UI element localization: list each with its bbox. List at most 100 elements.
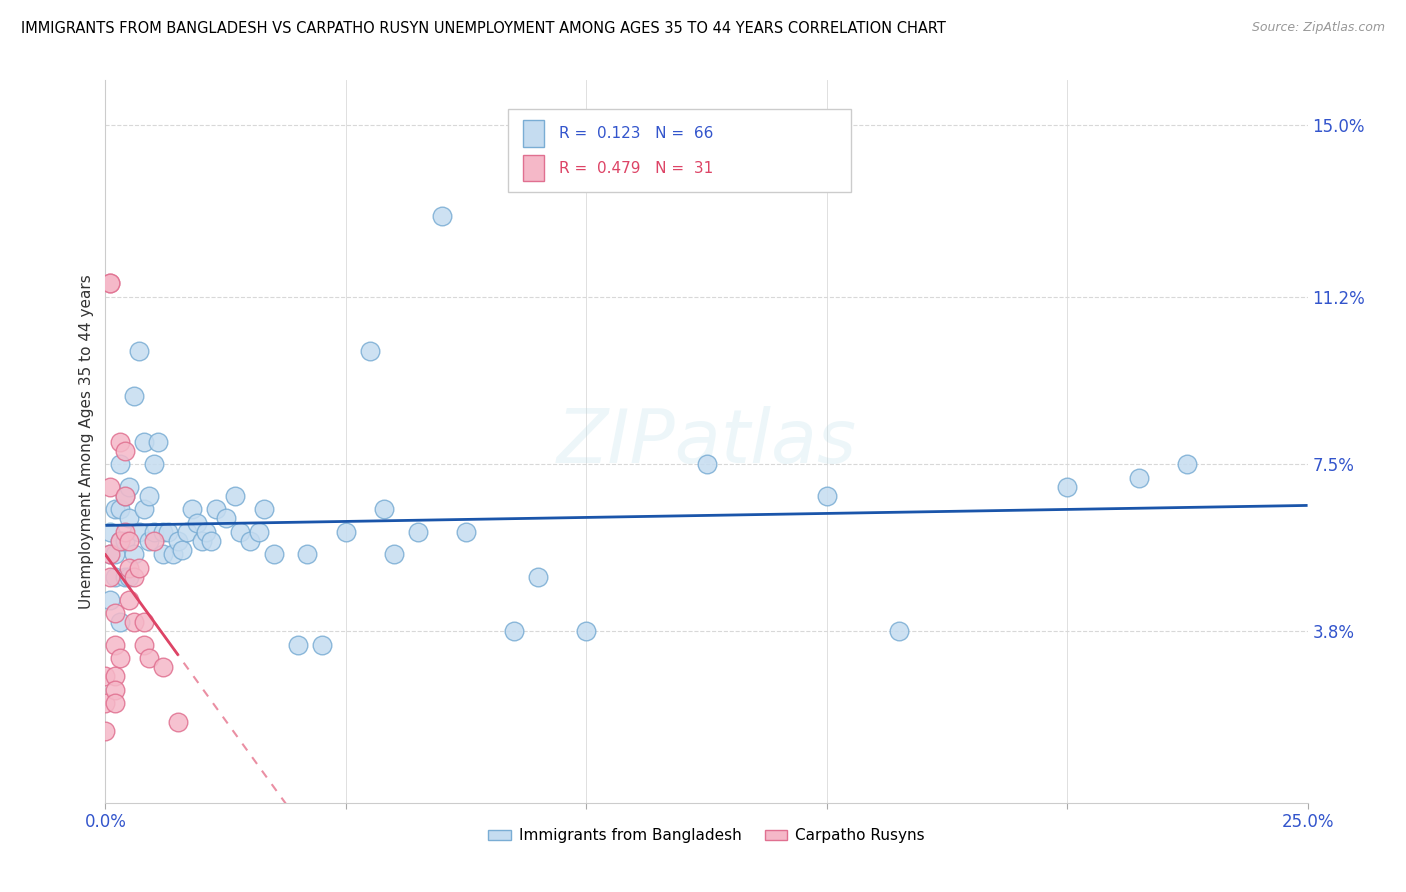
Point — [887, 624, 910, 639]
Point — [104, 548, 127, 562]
Point — [128, 344, 150, 359]
Point — [142, 457, 165, 471]
Point — [190, 533, 212, 548]
Text: IMMIGRANTS FROM BANGLADESH VS CARPATHO RUSYN UNEMPLOYMENT AMONG AGES 35 TO 44 YE: IMMIGRANTS FROM BANGLADESH VS CARPATHO R… — [21, 21, 946, 36]
Point — [527, 570, 550, 584]
Y-axis label: Unemployment Among Ages 35 to 44 years: Unemployment Among Ages 35 to 44 years — [79, 274, 94, 609]
Point — [98, 524, 121, 539]
Point — [124, 548, 146, 562]
Point — [297, 548, 319, 562]
Point — [118, 561, 141, 575]
Point — [118, 533, 141, 548]
Point — [200, 533, 222, 548]
Point — [152, 548, 174, 562]
FancyBboxPatch shape — [523, 120, 544, 146]
Point — [124, 389, 146, 403]
Point — [98, 277, 121, 291]
Point — [98, 277, 121, 291]
Text: R =  0.123   N =  66: R = 0.123 N = 66 — [558, 126, 713, 141]
Point — [124, 615, 146, 630]
Point — [335, 524, 357, 539]
Point — [148, 434, 170, 449]
Point — [373, 502, 395, 516]
Point — [263, 548, 285, 562]
Point — [815, 489, 838, 503]
Point — [104, 682, 127, 697]
Point — [239, 533, 262, 548]
Point — [311, 638, 333, 652]
Point — [108, 533, 131, 548]
Point — [98, 480, 121, 494]
Text: Source: ZipAtlas.com: Source: ZipAtlas.com — [1251, 21, 1385, 34]
Point — [104, 606, 127, 620]
Point — [287, 638, 309, 652]
Point — [696, 457, 718, 471]
Point — [229, 524, 252, 539]
Point — [94, 669, 117, 683]
Point — [1128, 471, 1150, 485]
Point — [98, 592, 121, 607]
Point — [128, 524, 150, 539]
Point — [382, 548, 405, 562]
Point — [152, 660, 174, 674]
Point — [114, 489, 136, 503]
Point — [114, 443, 136, 458]
Point — [104, 669, 127, 683]
Point — [172, 542, 194, 557]
Point — [132, 502, 155, 516]
Point — [114, 570, 136, 584]
Point — [114, 524, 136, 539]
Point — [104, 697, 127, 711]
Point — [186, 516, 208, 530]
Point — [166, 714, 188, 729]
Point — [1177, 457, 1199, 471]
Point — [124, 570, 146, 584]
Point — [132, 434, 155, 449]
Text: R =  0.479   N =  31: R = 0.479 N = 31 — [558, 161, 713, 176]
Point — [176, 524, 198, 539]
Point — [503, 624, 526, 639]
FancyBboxPatch shape — [523, 155, 544, 181]
Point — [359, 344, 381, 359]
Point — [98, 570, 121, 584]
Point — [152, 524, 174, 539]
Point — [1056, 480, 1078, 494]
Point — [162, 548, 184, 562]
Legend: Immigrants from Bangladesh, Carpatho Rusyns: Immigrants from Bangladesh, Carpatho Rus… — [482, 822, 931, 849]
Point — [132, 638, 155, 652]
Point — [224, 489, 246, 503]
Point — [118, 570, 141, 584]
Point — [181, 502, 204, 516]
Point — [138, 489, 160, 503]
Point — [104, 638, 127, 652]
Point — [98, 548, 121, 562]
Point — [132, 615, 155, 630]
Point — [118, 592, 141, 607]
Point — [142, 524, 165, 539]
Point — [156, 524, 179, 539]
Point — [205, 502, 228, 516]
Point — [118, 511, 141, 525]
Point — [575, 624, 598, 639]
Point — [118, 480, 141, 494]
Point — [138, 533, 160, 548]
Point — [138, 651, 160, 665]
Point — [108, 651, 131, 665]
Point — [104, 502, 127, 516]
Point — [94, 723, 117, 738]
Point — [142, 533, 165, 548]
Point — [195, 524, 218, 539]
Point — [108, 434, 131, 449]
Point — [406, 524, 429, 539]
Point — [114, 533, 136, 548]
Point — [108, 615, 131, 630]
Point — [247, 524, 270, 539]
Point — [214, 511, 236, 525]
Text: ZIPatlas: ZIPatlas — [557, 406, 856, 477]
Point — [430, 209, 453, 223]
Point — [114, 489, 136, 503]
Point — [104, 570, 127, 584]
Point — [253, 502, 276, 516]
Point — [108, 502, 131, 516]
Point — [166, 533, 188, 548]
